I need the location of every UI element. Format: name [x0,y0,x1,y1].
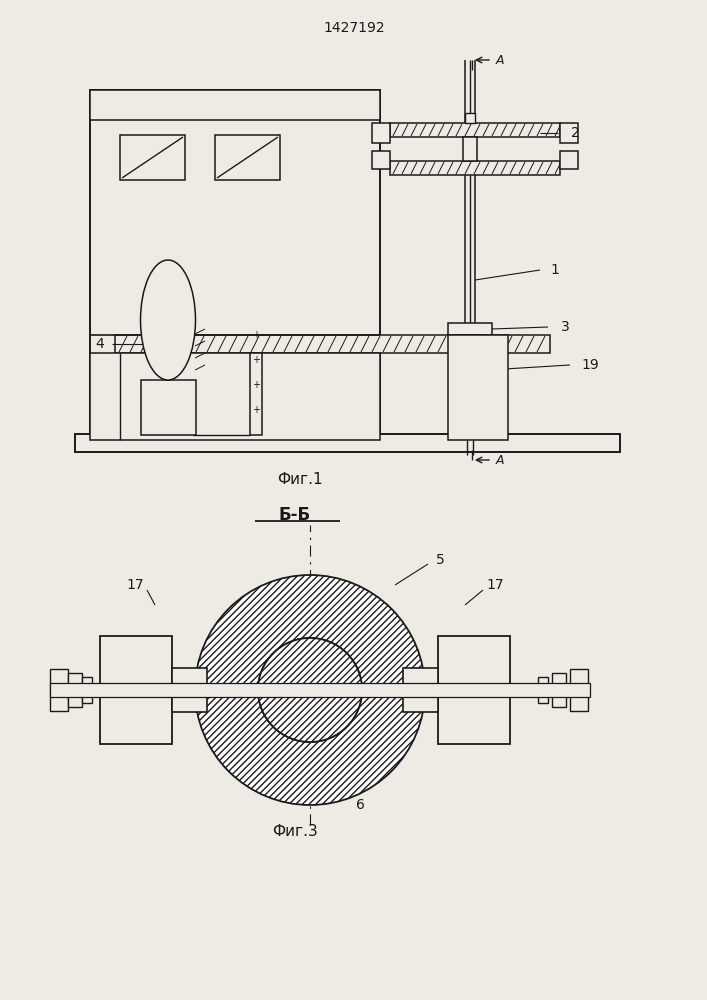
Text: 17: 17 [126,578,144,592]
Bar [390,161,560,175]
Wedge shape [195,575,425,690]
Bar [560,151,578,169]
Bar [538,677,548,703]
Text: Фиг.3: Фиг.3 [272,824,318,840]
Bar [90,90,380,440]
Bar [115,335,550,353]
Text: 1: 1 [551,263,559,277]
Text: +: + [252,380,260,390]
Bar [372,123,390,143]
Circle shape [258,638,362,742]
Bar [82,677,92,703]
Bar [75,434,620,452]
Ellipse shape [141,260,196,380]
Text: 4: 4 [95,337,105,351]
Bar [463,137,477,161]
Bar [390,123,560,137]
Text: A: A [496,53,505,66]
Wedge shape [195,690,425,805]
Bar [462,417,478,433]
Bar [50,683,590,697]
Bar [438,636,510,744]
Bar [552,673,566,707]
Bar [448,323,492,335]
Bar [560,123,578,143]
Text: 2: 2 [571,126,579,140]
Text: 5: 5 [436,553,445,567]
Wedge shape [258,690,362,742]
Bar [100,636,172,744]
Bar [403,668,438,712]
Text: +: + [252,330,260,340]
Bar [448,335,508,440]
Bar [215,135,280,180]
Bar [141,380,196,435]
Text: Фиг.1: Фиг.1 [277,473,323,488]
Text: 3: 3 [561,320,569,334]
Text: 6: 6 [356,798,364,812]
Bar [465,113,475,123]
Text: Б-Б: Б-Б [279,506,311,524]
Bar [250,353,262,435]
Bar [68,673,82,707]
Bar [50,669,68,711]
Text: 19: 19 [581,358,599,372]
Bar [570,669,588,711]
Text: A: A [496,454,505,466]
Bar [172,668,207,712]
Bar [90,90,380,120]
Circle shape [258,638,362,742]
Text: +: + [252,355,260,365]
Text: 1427192: 1427192 [323,21,385,35]
Text: 17: 17 [486,578,504,592]
Bar [454,335,486,415]
Bar [372,151,390,169]
Text: +: + [252,405,260,415]
Bar [120,135,185,180]
Bar [90,353,380,440]
